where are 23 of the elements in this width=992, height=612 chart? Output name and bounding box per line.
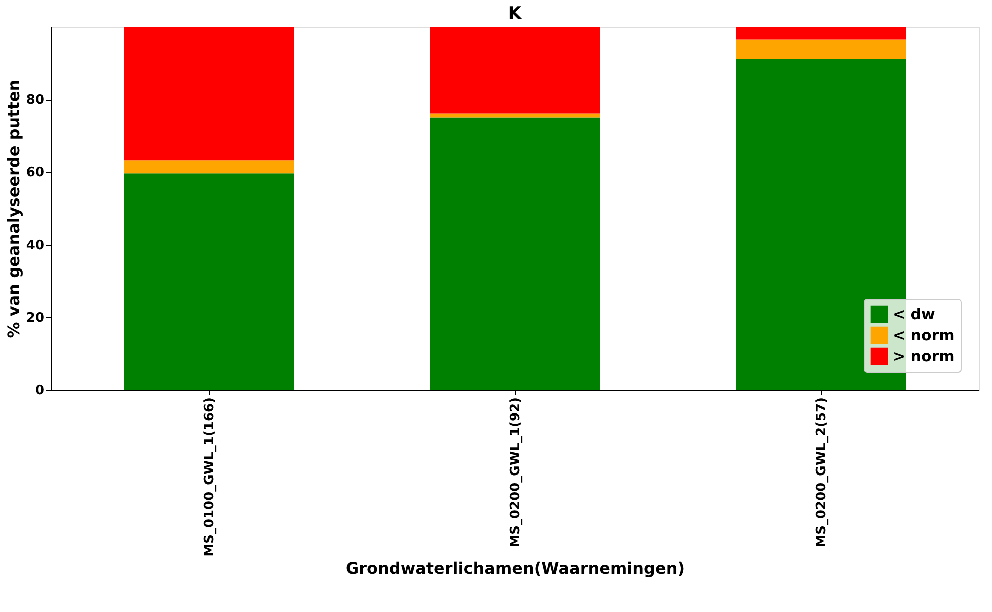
bar	[430, 114, 600, 118]
bar	[430, 27, 600, 114]
chart-title: K	[508, 4, 522, 24]
bar	[124, 174, 294, 390]
bar	[736, 58, 906, 390]
y-tick-label: 40	[26, 238, 44, 254]
y-tick-label: 80	[26, 93, 44, 108]
bar	[124, 160, 294, 174]
bar	[124, 27, 294, 161]
x-tick-label: MS_0200_GWL_1(92)	[508, 398, 524, 548]
y-tick-label: 60	[26, 166, 44, 181]
bar	[736, 27, 906, 40]
legend-label: > norm	[893, 348, 955, 366]
x-axis-title: Grondwaterlichamen(Waarnemingen)	[346, 558, 686, 578]
bar	[430, 118, 600, 390]
y-tick-label: 0	[35, 384, 44, 398]
legend-label: < dw	[893, 306, 936, 324]
y-tick-label: 20	[26, 310, 44, 326]
x-tick-label: MS_0100_GWL_1(166)	[202, 398, 218, 557]
legend-label: < norm	[893, 326, 955, 344]
bar	[736, 40, 906, 59]
x-tick-label: MS_0200_GWL_2(57)	[814, 398, 830, 548]
y-axis-title: % van geanalyseerde putten	[4, 80, 24, 338]
